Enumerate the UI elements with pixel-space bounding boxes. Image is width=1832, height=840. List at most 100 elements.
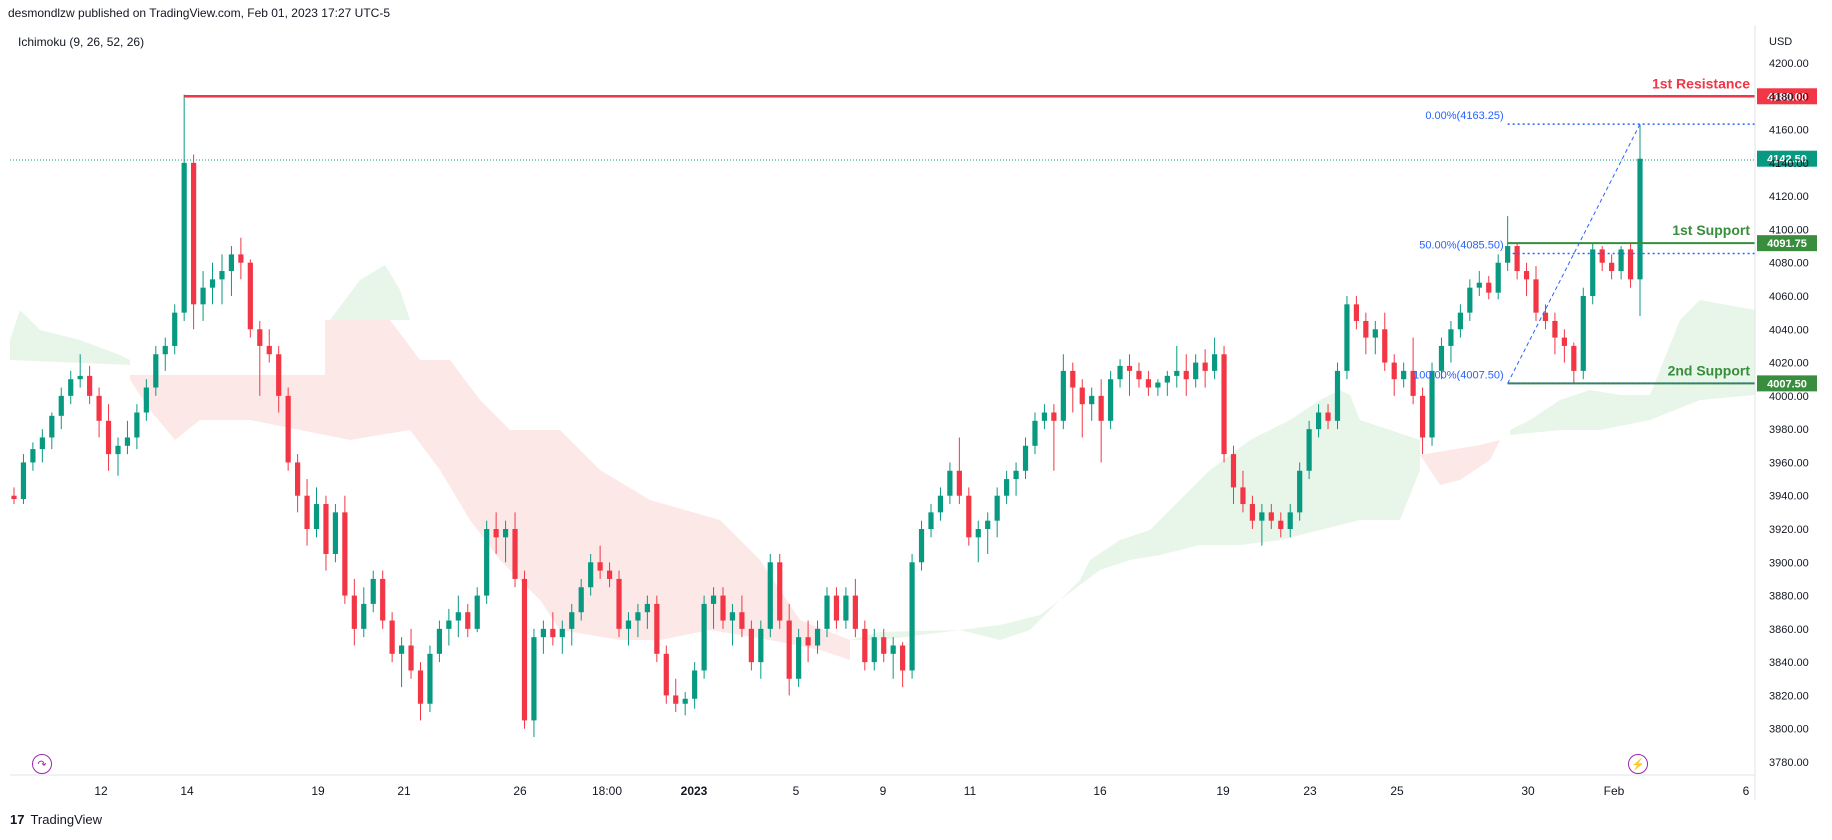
- candle: [1004, 470, 1010, 505]
- candle: [1561, 329, 1567, 363]
- candle: [200, 271, 206, 321]
- candle: [276, 345, 282, 413]
- level-label: 2nd Support: [1668, 362, 1751, 378]
- candle: [1117, 359, 1123, 388]
- candle: [1164, 370, 1170, 396]
- candle: [219, 254, 225, 305]
- candle: [1297, 462, 1303, 521]
- candle: [465, 603, 471, 638]
- candle: [39, 429, 45, 463]
- candle: [58, 387, 64, 430]
- price-axis: 4200.00 4180.00 4160.00 4140.00 4120.00 4100.…: [1769, 58, 1809, 769]
- x-tick-label: 6: [1743, 784, 1750, 798]
- x-tick-label: 16: [1093, 784, 1107, 798]
- candle: [578, 578, 584, 621]
- candle: [1363, 312, 1369, 355]
- candle: [1022, 437, 1029, 480]
- goto-start-button[interactable]: ↷: [32, 754, 52, 774]
- x-tick-label: 19: [311, 784, 325, 798]
- candle: [1457, 304, 1463, 338]
- lightning-icon[interactable]: ⚡: [1628, 754, 1648, 774]
- candle: [833, 587, 840, 629]
- candle: [843, 587, 849, 629]
- candle: [663, 645, 669, 704]
- candle: [616, 570, 622, 638]
- candle: [209, 262, 216, 305]
- y-tick-label: 4080.00: [1769, 258, 1809, 270]
- cloud-region: [850, 390, 1420, 640]
- x-tick-label: 23: [1303, 784, 1317, 798]
- indicator-legend-ichimoku[interactable]: Ichimoku (9, 26, 52, 26): [18, 35, 145, 49]
- candle: [1344, 296, 1350, 380]
- candlestick-series: [11, 94, 1643, 738]
- y-tick-label: 3980.00: [1769, 424, 1809, 436]
- candle: [814, 620, 821, 654]
- y-tick-label: 3960.00: [1769, 457, 1809, 469]
- candle: [1637, 124, 1643, 316]
- candle: [1627, 242, 1634, 288]
- level-price-badge: [1757, 235, 1817, 252]
- candle: [512, 512, 518, 588]
- fibonacci-retracement: 0.00%(4163.25) 50.00%(4085.50) 100.00%(400…: [1413, 110, 1755, 385]
- candle: [985, 512, 991, 554]
- candle: [644, 595, 650, 629]
- y-tick-label: 4140.00: [1769, 158, 1809, 170]
- candle: [606, 562, 613, 588]
- candle: [313, 487, 320, 538]
- x-tick-label: 9: [880, 784, 887, 798]
- level-price-badge-text: 4180.00: [1767, 91, 1807, 103]
- x-tick-label: 12: [94, 784, 108, 798]
- candle: [1013, 462, 1019, 496]
- candle: [994, 487, 1000, 538]
- candle: [1552, 312, 1558, 355]
- level-label: 1st Resistance: [1652, 75, 1750, 91]
- candle: [1467, 279, 1473, 321]
- candle: [540, 620, 546, 654]
- brand-label: TradingView: [30, 812, 103, 827]
- candle: [682, 692, 688, 716]
- x-tick-label: 11: [964, 784, 977, 798]
- candle: [417, 662, 424, 721]
- candle: [1325, 404, 1331, 430]
- candle: [20, 454, 27, 505]
- candle: [77, 354, 83, 388]
- candle: [228, 246, 235, 296]
- candle: [1174, 345, 1180, 388]
- candle: [900, 642, 906, 688]
- candle: [398, 637, 405, 688]
- candle: [1098, 379, 1104, 463]
- level-price-badge: [1757, 375, 1817, 392]
- candle: [1070, 362, 1076, 413]
- candle: [191, 154, 197, 330]
- y-tick-label: 3900.00: [1769, 557, 1809, 569]
- cloud-region: [330, 265, 410, 320]
- candle: [1268, 504, 1274, 529]
- candle: [1278, 512, 1284, 538]
- candle: [1410, 337, 1416, 405]
- candle: [115, 437, 121, 476]
- candle: [871, 628, 877, 671]
- key-levels: 1st Resistance 4180.00 1st Support 4091.75 2…: [184, 75, 1817, 392]
- candle: [1419, 387, 1426, 455]
- y-tick-label: 4200.00: [1769, 58, 1809, 70]
- candle: [852, 578, 858, 638]
- x-tick-label: 5: [793, 784, 800, 798]
- candle: [701, 595, 707, 679]
- candle: [1618, 246, 1624, 280]
- candle: [956, 437, 962, 505]
- y-tick-label: 4020.00: [1769, 358, 1809, 370]
- candle: [1476, 271, 1482, 296]
- candle: [909, 553, 915, 679]
- candle: [739, 595, 745, 638]
- candle: [380, 570, 386, 629]
- candle: [890, 637, 896, 679]
- candle: [597, 545, 603, 579]
- candle: [1580, 287, 1586, 380]
- candle: [777, 553, 783, 629]
- candle: [1211, 337, 1218, 380]
- y-tick-label: 4040.00: [1769, 324, 1809, 336]
- candle: [427, 645, 433, 713]
- candle: [767, 553, 773, 638]
- x-tick-label: 19: [1216, 784, 1230, 798]
